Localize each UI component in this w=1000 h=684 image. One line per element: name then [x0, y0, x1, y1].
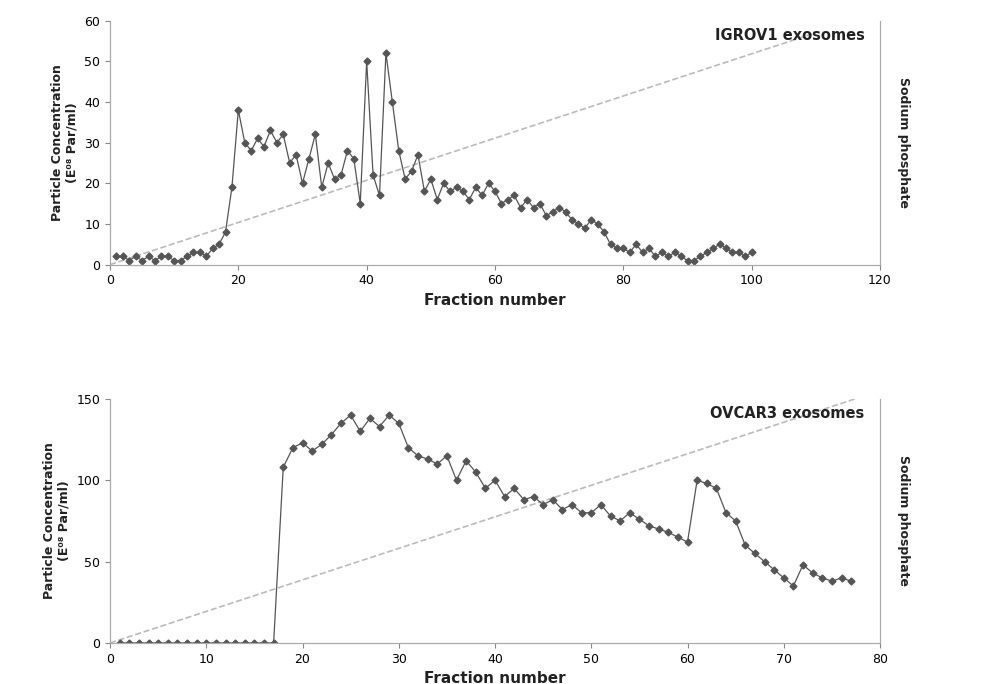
Text: IGROV1 exosomes: IGROV1 exosomes — [715, 28, 865, 43]
Y-axis label: Sodium phosphate: Sodium phosphate — [897, 456, 910, 586]
Text: OVCAR3 exosomes: OVCAR3 exosomes — [710, 406, 865, 421]
X-axis label: Fraction number: Fraction number — [424, 671, 566, 684]
Y-axis label: Sodium phosphate: Sodium phosphate — [897, 77, 910, 208]
Y-axis label: Particle Concentration
(E⁰⁸ Par/ml): Particle Concentration (E⁰⁸ Par/ml) — [43, 443, 71, 599]
X-axis label: Fraction number: Fraction number — [424, 293, 566, 308]
Y-axis label: Particle Concentration
(E⁰⁸ Par/ml): Particle Concentration (E⁰⁸ Par/ml) — [51, 64, 79, 221]
